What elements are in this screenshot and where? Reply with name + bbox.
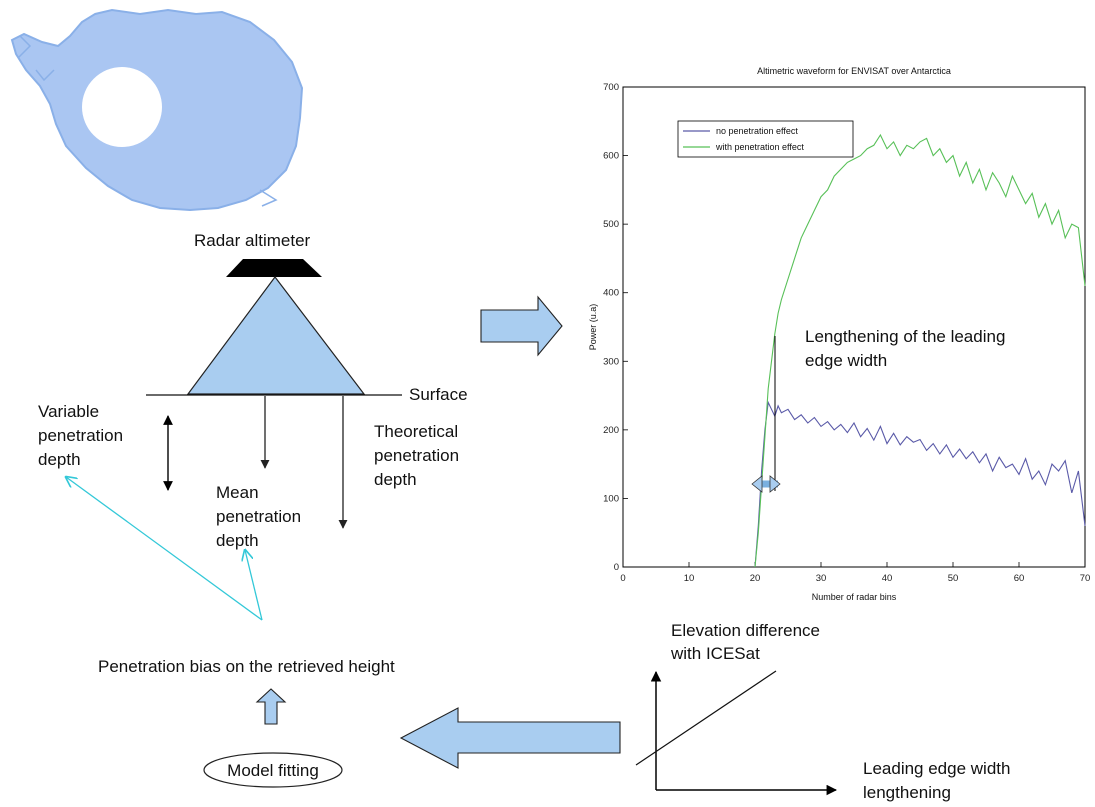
series-line-with-penetration [754, 133, 1086, 568]
surface-label: Surface [409, 385, 468, 404]
elevation-axis-label: Elevation difference with ICESat [670, 621, 825, 663]
legend-box [677, 120, 854, 158]
x-tick-label: 40 [882, 573, 893, 584]
cyan-arrow-to-mean [245, 550, 263, 621]
x-tick-label: 30 [816, 573, 827, 584]
x-tick-label: 0 [620, 573, 625, 584]
y-tick-label: 400 [603, 288, 619, 299]
elevation-mini-plot: Elevation difference with ICESat Leading… [635, 621, 1015, 802]
mean-depth-label: Mean penetration depth [216, 483, 306, 550]
variable-depth-label: Variable penetration depth [38, 402, 128, 469]
y-tick-label: 600 [603, 151, 619, 162]
up-arrow [255, 688, 287, 725]
x-tick-label: 70 [1080, 573, 1091, 584]
leading-edge-arrowhead-right [769, 475, 781, 493]
x-tick-label: 20 [750, 573, 761, 584]
x-tick-label: 60 [1014, 573, 1025, 584]
legend-label-with-penetration: with penetration effect [715, 142, 804, 152]
cyan-arrow-to-variable [66, 477, 263, 621]
x-tick-label: 50 [948, 573, 959, 584]
theoretical-depth-label: Theoretical penetration depth [374, 422, 464, 489]
series-line-no-penetration [754, 400, 1086, 568]
radar-altimeter-label: Radar altimeter [194, 231, 311, 250]
y-tick-label: 500 [603, 219, 619, 230]
model-fitting-label: Model fitting [227, 761, 319, 780]
radar-cone [186, 276, 366, 395]
y-tick-label: 0 [614, 562, 619, 573]
chart-title: Altimetric waveform for ENVISAT over Ant… [757, 66, 951, 76]
y-tick-label: 700 [603, 82, 619, 93]
antarctica-map-icon [10, 8, 304, 212]
waveform-chart: Altimetric waveform for ENVISAT over Ant… [588, 66, 1090, 602]
chart-legend: no penetration effect with penetration e… [677, 120, 854, 158]
penetration-bias-label: Penetration bias on the retrieved height [98, 657, 395, 676]
left-flow-arrow [399, 707, 621, 769]
leading-edge-arrowhead-left [751, 475, 763, 493]
y-tick-label: 300 [603, 356, 619, 367]
lengthening-label: Lengthening of the leading edge width [805, 327, 1010, 370]
plot-frame [622, 86, 1086, 568]
y-tick-label: 200 [603, 425, 619, 436]
y-tick-label: 100 [603, 493, 619, 504]
radar-altimeter-icon [226, 259, 322, 277]
x-tick-label: 10 [684, 573, 695, 584]
model-fitting-node: Model fitting [203, 752, 343, 788]
x-axis-label: Number of radar bins [812, 592, 897, 602]
mini-plot-trend-line [635, 670, 777, 766]
right-flow-arrow [480, 295, 563, 357]
y-axis-label: Power (u.a) [588, 304, 598, 351]
legend-label-no-penetration: no penetration effect [716, 126, 798, 136]
leading-edge-axis-label: Leading edge width lengthening [863, 759, 1015, 802]
